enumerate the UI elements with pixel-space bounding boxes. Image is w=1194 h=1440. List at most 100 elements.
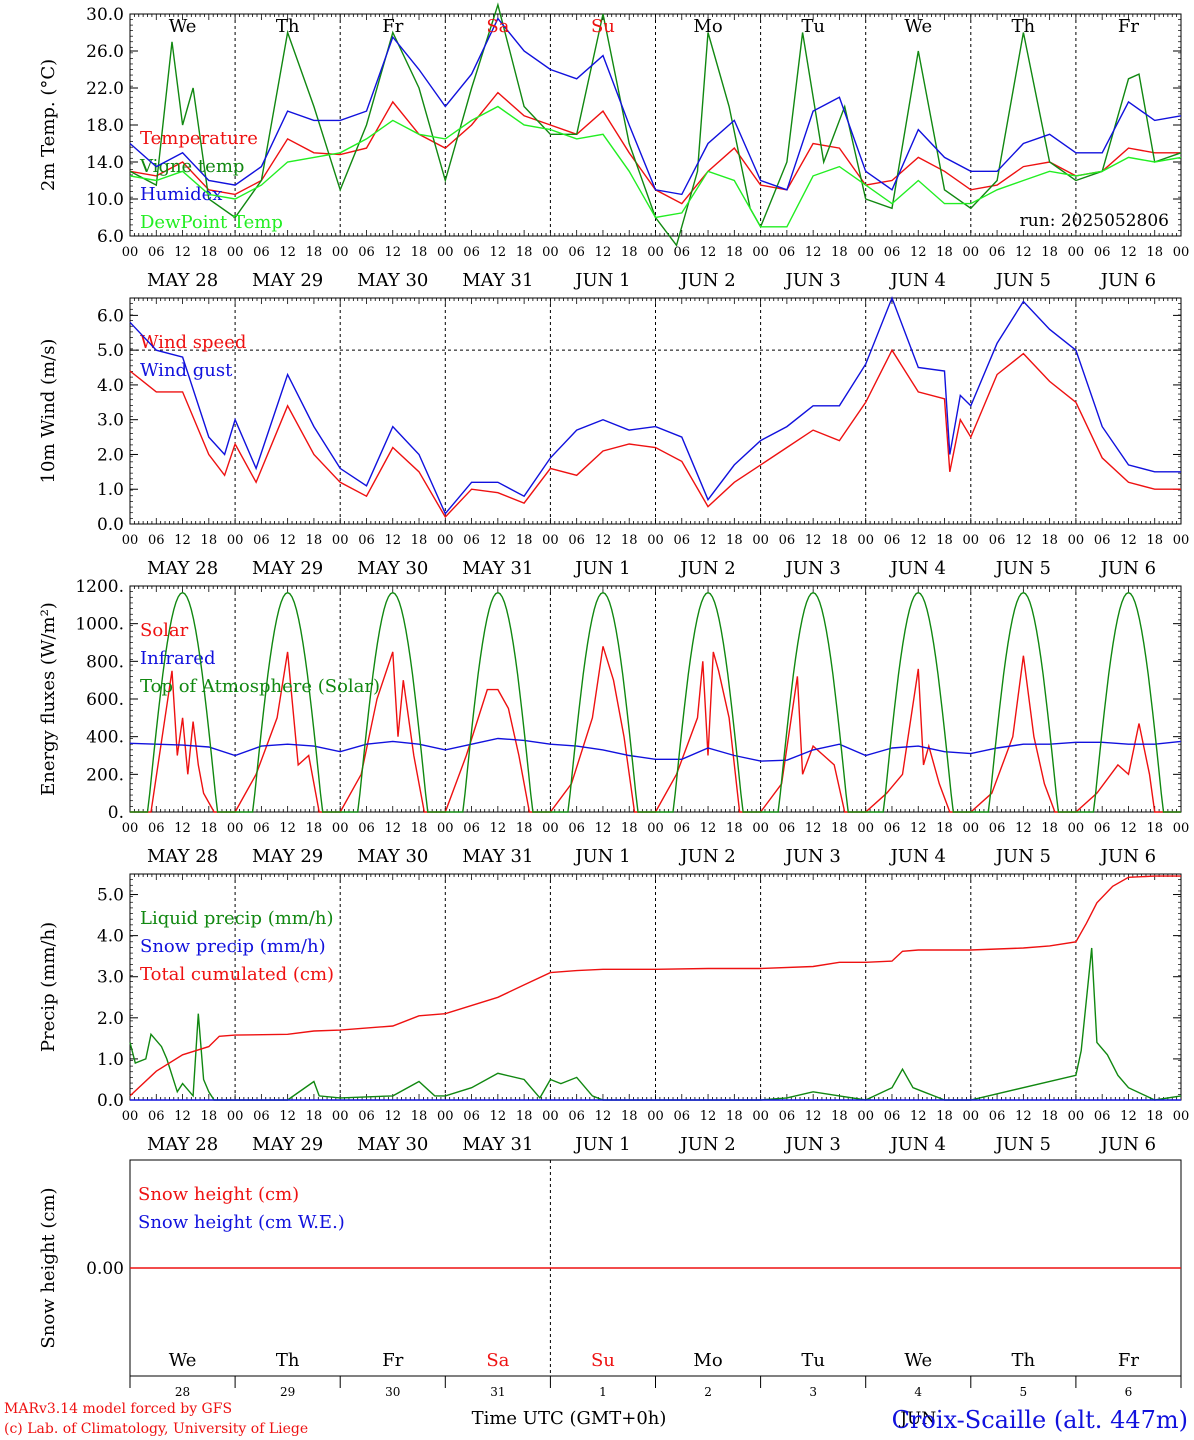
legend-label: Infrared xyxy=(140,648,215,669)
hour-label: 00 xyxy=(437,533,454,548)
hour-label: 06 xyxy=(989,1109,1006,1124)
hour-label: 00 xyxy=(437,245,454,260)
hour-label: 06 xyxy=(1094,821,1111,836)
hour-label: 12 xyxy=(595,245,612,260)
hour-label: 18 xyxy=(516,1109,533,1124)
y-axis-label: 2m Temp. (°C) xyxy=(38,59,59,191)
hour-label: 06 xyxy=(568,821,585,836)
hour-label: 12 xyxy=(1015,245,1032,260)
hour-label: 18 xyxy=(831,533,848,548)
day-number-label: 31 xyxy=(490,1385,505,1399)
legend-label: Humidex xyxy=(140,184,222,205)
date-label: JUN 3 xyxy=(783,846,840,867)
y-tick-label: 0.0 xyxy=(97,1091,124,1111)
legend-label: Wind speed xyxy=(140,332,246,353)
y-tick-label: 4.0 xyxy=(97,376,124,396)
model-credit: MARv3.14 model forced by GFS xyxy=(4,1401,232,1417)
weekday-label: Fr xyxy=(382,1350,403,1371)
date-label: JUN 2 xyxy=(678,270,735,291)
hour-label: 12 xyxy=(700,821,717,836)
hour-label: 00 xyxy=(227,245,244,260)
date-label: MAY 28 xyxy=(147,558,218,579)
hour-label: 18 xyxy=(306,1109,323,1124)
hour-label: 18 xyxy=(306,533,323,548)
date-label: MAY 28 xyxy=(147,846,218,867)
date-label: JUN 6 xyxy=(1099,558,1156,579)
date-label: MAY 31 xyxy=(462,1134,533,1155)
y-tick-label: 5.0 xyxy=(97,886,124,906)
hour-label: 12 xyxy=(910,821,927,836)
hour-label: 18 xyxy=(621,821,638,836)
hour-label: 18 xyxy=(621,1109,638,1124)
hour-label: 06 xyxy=(358,533,375,548)
legend-label: Temperature xyxy=(140,128,258,149)
hour-label: 06 xyxy=(253,245,270,260)
hour-label: 00 xyxy=(647,1109,664,1124)
hour-label: 00 xyxy=(437,1109,454,1124)
hour-label: 00 xyxy=(227,533,244,548)
hour-label: 00 xyxy=(122,821,139,836)
series-line-2-1 xyxy=(129,348,1181,519)
legend-label: Snow precip (mm/h) xyxy=(140,936,326,957)
hour-label: 00 xyxy=(227,821,244,836)
date-label: JUN 2 xyxy=(678,1134,735,1155)
hour-label: 06 xyxy=(568,1109,585,1124)
y-tick-label: 30.0 xyxy=(86,5,124,25)
y-tick-label: 800. xyxy=(86,652,124,672)
y-axis-label: Energy fluxes (W/m²) xyxy=(38,602,59,796)
panel-2: 0.0 1.0 2.0 3.0 4.0 5.0 6.0 10m Wind (m/s) Wind … xyxy=(38,296,1189,579)
date-label: JUN 2 xyxy=(678,558,735,579)
y-tick-label: 200. xyxy=(86,765,124,785)
hour-label: 18 xyxy=(1041,533,1058,548)
hour-label: 18 xyxy=(411,1109,428,1124)
hour-label: 18 xyxy=(1146,533,1163,548)
date-label: JUN 1 xyxy=(573,558,630,579)
hour-label: 00 xyxy=(122,1109,139,1124)
hour-label: 12 xyxy=(490,533,507,548)
hour-label: 06 xyxy=(1094,533,1111,548)
y-tick-label: 0.0 xyxy=(97,515,124,535)
hour-label: 00 xyxy=(542,821,559,836)
date-label: MAY 31 xyxy=(462,558,533,579)
series-line-4-1 xyxy=(129,947,1182,1101)
hour-label: 12 xyxy=(595,821,612,836)
date-label: JUN 5 xyxy=(994,270,1051,291)
hour-label: 12 xyxy=(805,1109,822,1124)
hour-label: 06 xyxy=(674,1109,691,1124)
hour-label: 12 xyxy=(595,533,612,548)
hour-label: 00 xyxy=(332,821,349,836)
hour-label: 00 xyxy=(332,1109,349,1124)
y-tick-label: 0. xyxy=(108,803,124,823)
lab-credit: (c) Lab. of Climatology, University of L… xyxy=(4,1421,308,1437)
panel-3: 0. 200. 400. 600. 800. 1000. 1200. Energy fluxe… xyxy=(38,577,1189,867)
hour-label: 18 xyxy=(306,821,323,836)
series-line-3-2 xyxy=(129,737,1182,762)
hour-label: 12 xyxy=(805,533,822,548)
station-name: Croix-Scaille (alt. 447m) xyxy=(892,1406,1188,1434)
hour-label: 18 xyxy=(411,821,428,836)
hour-label: 06 xyxy=(148,245,165,260)
hour-label: 18 xyxy=(411,533,428,548)
series-line-2-2 xyxy=(129,296,1181,515)
y-tick-label: 0.00 xyxy=(86,1259,124,1279)
hour-label: 00 xyxy=(963,821,980,836)
hour-label: 12 xyxy=(384,533,401,548)
weekday-label: Sa xyxy=(486,1350,509,1371)
day-number-label: 4 xyxy=(914,1385,922,1399)
weekday-label: Sa xyxy=(486,16,509,37)
hour-label: 18 xyxy=(621,245,638,260)
date-label: JUN 4 xyxy=(889,558,946,579)
y-axis-label: Snow height (cm) xyxy=(38,1187,59,1348)
legend-label: Liquid precip (mm/h) xyxy=(140,908,334,929)
y-tick-label: 3.0 xyxy=(97,411,124,431)
hour-label: 18 xyxy=(1041,821,1058,836)
date-label: MAY 29 xyxy=(252,846,323,867)
hour-label: 06 xyxy=(674,533,691,548)
date-label: MAY 29 xyxy=(252,1134,323,1155)
hour-label: 18 xyxy=(306,245,323,260)
hour-label: 06 xyxy=(568,245,585,260)
hour-label: 12 xyxy=(910,533,927,548)
day-number-label: 5 xyxy=(1020,1385,1028,1399)
y-tick-label: 18.0 xyxy=(86,116,124,136)
hour-label: 18 xyxy=(936,1109,953,1124)
